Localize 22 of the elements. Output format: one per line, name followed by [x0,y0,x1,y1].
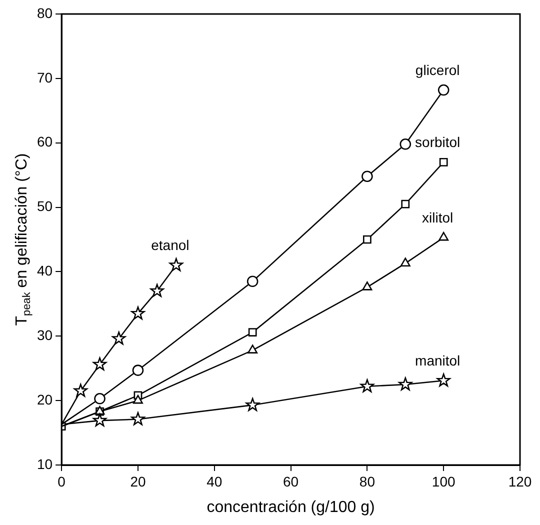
x-axis-title: concentración (g/100 g) [206,498,375,516]
x-tick-label: 20 [130,473,146,490]
x-tick-label: 60 [282,473,299,490]
series-label: etanol [151,237,190,254]
y-tick-label: 80 [36,4,53,21]
x-tick-label: 40 [206,473,222,490]
y-tick-label: 50 [36,198,53,214]
y-tick-label: 60 [36,134,53,150]
y-tick-label: 10 [36,456,53,472]
series-label: manitol [415,352,460,368]
series-label: xilitol [422,209,454,226]
x-tick-label: 0 [58,473,66,490]
series-label: sorbitol [415,134,460,150]
y-tick-label: 70 [36,69,53,86]
x-tick-label: 120 [508,473,532,490]
y-axis-title: Tpeak en gelificación (°C) [13,153,34,326]
x-tick-label: 80 [359,473,376,490]
y-tick-label: 20 [36,391,53,408]
y-tick-label: 30 [36,327,53,343]
y-tick-label: 40 [36,262,53,279]
series-label: glicerol [415,62,460,78]
x-tick-label: 100 [432,473,456,490]
